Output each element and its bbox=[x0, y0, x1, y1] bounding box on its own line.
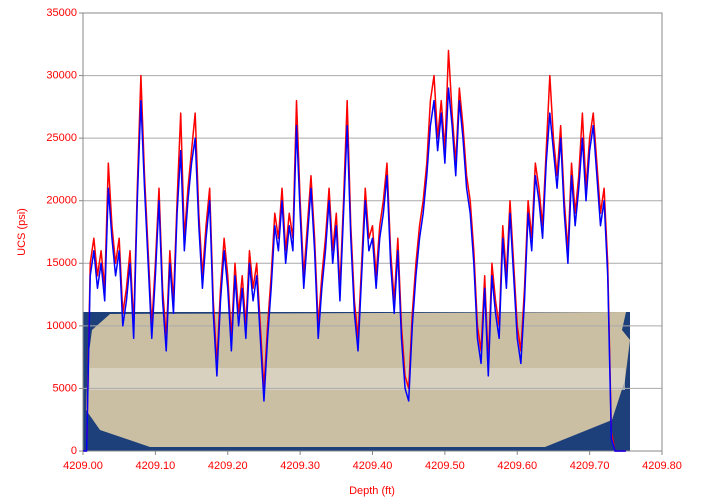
y-tick-label: 0 bbox=[71, 445, 77, 457]
x-tick-label: 4209.00 bbox=[63, 460, 103, 472]
x-tick-label: 4209.60 bbox=[497, 460, 537, 472]
x-tick-label: 4209.70 bbox=[570, 460, 610, 472]
x-tick-label: 4209.20 bbox=[208, 460, 248, 472]
chart: 0 5000 10000 15000 20000 25000 30000 35000 4209.… bbox=[0, 0, 704, 500]
x-tick-label: 4209.80 bbox=[642, 460, 682, 472]
x-axis-title: Depth (ft) bbox=[349, 485, 395, 497]
y-tick-label: 30000 bbox=[46, 69, 77, 81]
y-tick-label: 15000 bbox=[46, 257, 77, 269]
y-tick-label: 10000 bbox=[46, 320, 77, 332]
x-tick-label: 4209.50 bbox=[425, 460, 465, 472]
y-tick-label: 5000 bbox=[53, 382, 77, 394]
core-band bbox=[90, 368, 625, 390]
y-tick-label: 20000 bbox=[46, 195, 77, 207]
y-tick-label: 35000 bbox=[46, 7, 77, 19]
x-tick-label: 4209.40 bbox=[353, 460, 393, 472]
x-tick-label: 4209.30 bbox=[280, 460, 320, 472]
x-tick-label: 4209.10 bbox=[135, 460, 175, 472]
y-tick-label: 25000 bbox=[46, 132, 77, 144]
y-axis-title: UCS (psi) bbox=[16, 208, 28, 256]
